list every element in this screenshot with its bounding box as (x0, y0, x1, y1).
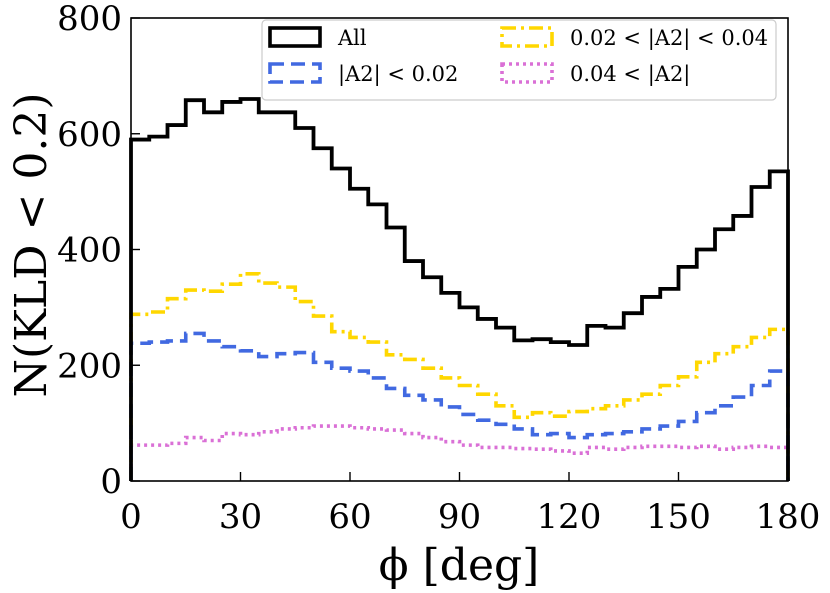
y-tick-label-1: 200 (57, 346, 122, 386)
legend-box (261, 19, 777, 101)
series-2-step-line (129, 272, 790, 481)
legend-swatch-2 (500, 26, 554, 48)
legend-swatch-1 (268, 62, 322, 84)
series-3-step-line (129, 424, 790, 481)
x-tick-label-1: 30 (219, 497, 262, 537)
y-tick-label-3: 600 (57, 115, 122, 155)
x-axis-label: ϕ [deg] (379, 540, 540, 591)
legend-label-0: All (337, 26, 367, 50)
legend: All |A2| < 0.02 0.02 < |A2| < 0.04 0.04 < |… (261, 19, 777, 101)
y-tick-label-0: 0 (100, 462, 122, 502)
y-tick-label-2: 400 (57, 231, 122, 271)
series-layer (129, 97, 790, 481)
y-tick-label-4: 800 (57, 0, 122, 39)
x-tick-label-5: 150 (646, 497, 711, 537)
series-0-step-line (129, 97, 790, 481)
x-tick-label-0: 0 (120, 497, 142, 537)
y-axis-label: N(KLD < 0.2) (6, 92, 57, 397)
x-tick-label-2: 60 (328, 497, 371, 537)
legend-label-1: |A2| < 0.02 (338, 62, 458, 87)
ticks-layer: 0 30 60 90 120 150 180 0 200 400 600 800 (57, 0, 820, 537)
x-tick-label-4: 120 (537, 497, 602, 537)
x-tick-label-3: 90 (438, 497, 481, 537)
legend-label-2: 0.02 < |A2| < 0.04 (570, 26, 768, 51)
series-1-step-line (129, 331, 790, 481)
legend-swatch-0 (268, 26, 322, 48)
legend-label-3: 0.04 < |A2| (570, 62, 690, 87)
x-tick-label-6: 180 (756, 497, 821, 537)
legend-swatch-3 (500, 62, 554, 84)
